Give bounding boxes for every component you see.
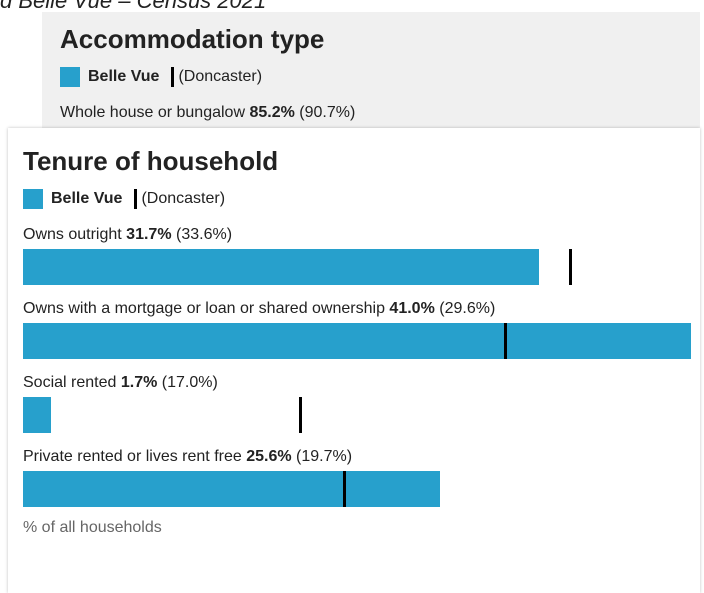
row-label: Owns with a mortgage or loan or shared o… — [23, 297, 568, 321]
comparison-marker — [504, 323, 508, 359]
value-label: 1.7% — [120, 374, 158, 391]
legend: Belle Vue (Doncaster) — [23, 189, 685, 209]
value-label: (33.6%) — [176, 226, 233, 243]
value-label: (29.6%) — [439, 300, 496, 317]
bar — [23, 397, 51, 433]
comparison-marker — [342, 471, 346, 507]
legend-marker — [134, 189, 138, 209]
value-label: 85.2% — [249, 104, 295, 121]
value-label: 25.6% — [246, 448, 292, 465]
chart-card: Accommodation type Belle Vue (Doncaster) Wh… — [42, 12, 700, 142]
legend-swatch — [60, 67, 80, 87]
page-title: d Belle Vue – Census 2021 — [0, 0, 267, 13]
category-label: Private rented or lives rent free — [23, 448, 242, 465]
category-label: Owns with a mortgage or loan or shared o… — [23, 300, 385, 317]
bar-track — [23, 323, 691, 359]
value-label: 41.0% — [389, 300, 435, 317]
bar — [23, 323, 691, 359]
legend-marker — [171, 67, 175, 87]
legend-label: (Doncaster) — [178, 68, 263, 85]
category-label: Whole house or bungalow — [60, 104, 246, 121]
legend-label: Belle Vue — [88, 68, 160, 85]
bar-track — [23, 471, 691, 507]
legend-label: (Doncaster) — [141, 190, 226, 207]
chart-title: Accommodation type — [60, 24, 325, 54]
chart-title: Tenure of household — [23, 146, 279, 176]
value-label: (19.7%) — [296, 448, 353, 465]
bar — [23, 249, 540, 285]
bar-track — [23, 249, 691, 285]
axis-label: % of all households — [23, 519, 162, 536]
value-label: 31.7% — [126, 226, 172, 243]
comparison-marker — [298, 397, 302, 433]
legend-swatch — [23, 189, 43, 209]
value-label: (17.0%) — [161, 374, 218, 391]
row-label: Private rented or lives rent free 25.6% … — [23, 445, 568, 469]
legend: Belle Vue (Doncaster) — [60, 67, 682, 87]
value-label: (90.7%) — [299, 104, 356, 121]
legend-label: Belle Vue — [51, 190, 123, 207]
bar — [23, 471, 441, 507]
row-label: Social rented 1.7% (17.0%) — [23, 371, 568, 395]
row-label: Whole house or bungalow 85.2% (90.7%) — [60, 101, 605, 125]
category-label: Owns outright — [23, 226, 122, 243]
bar-track — [23, 397, 691, 433]
comparison-marker — [569, 249, 573, 285]
category-label: Social rented — [23, 374, 117, 391]
chart-card: Tenure of household Belle Vue (Doncaster) O… — [8, 128, 700, 593]
row-label: Owns outright 31.7% (33.6%) — [23, 223, 568, 247]
